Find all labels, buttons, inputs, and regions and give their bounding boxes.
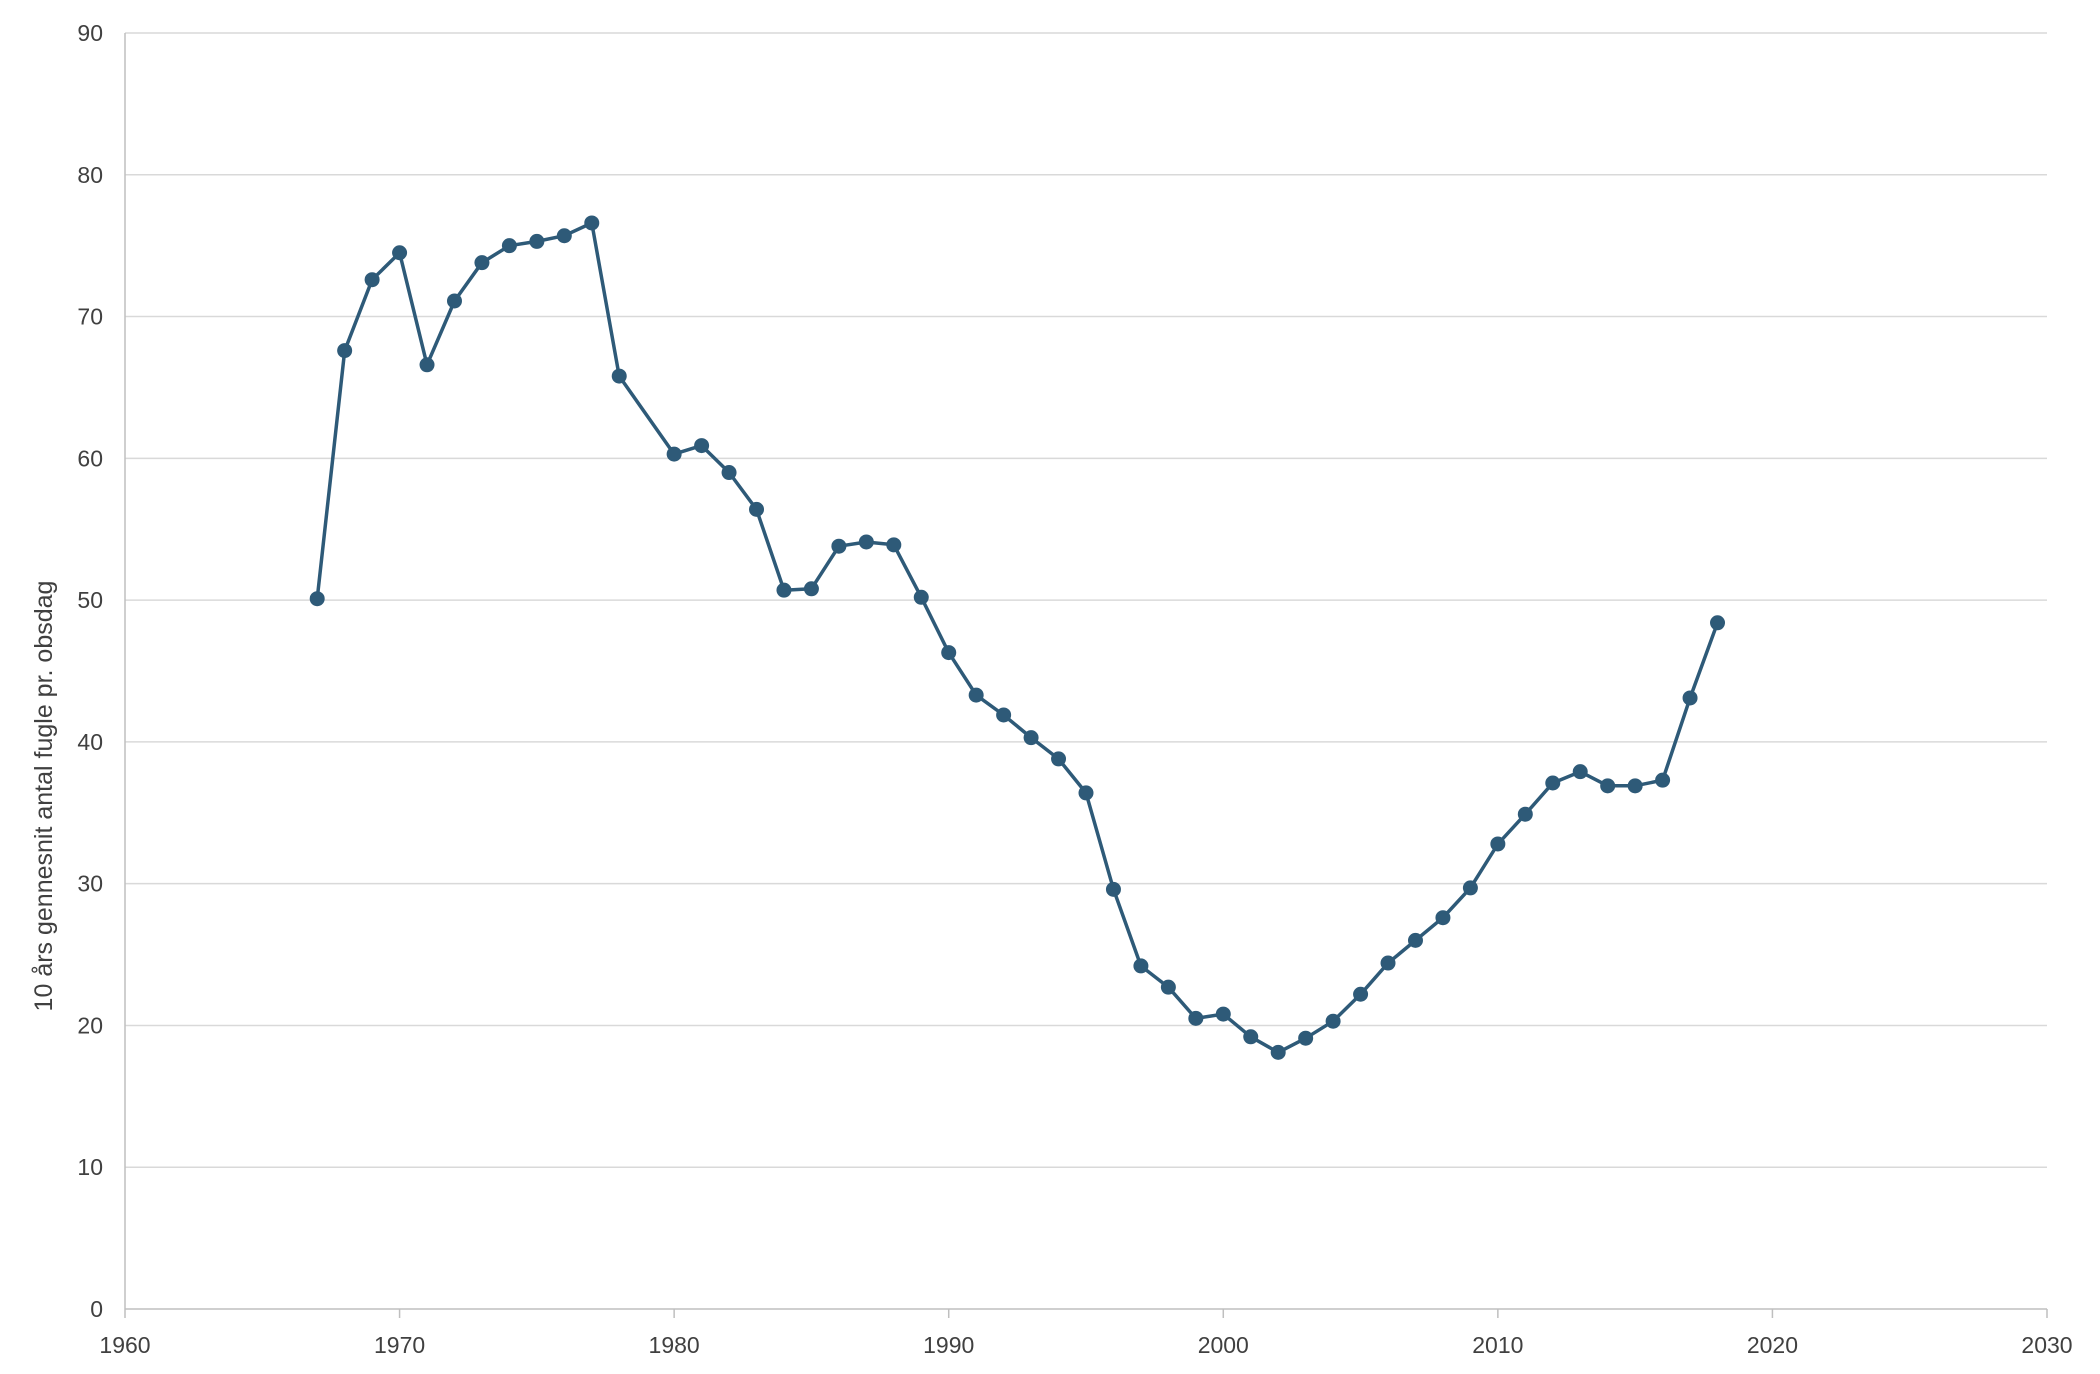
data-point (666, 446, 682, 462)
data-point (364, 272, 380, 288)
data-point (721, 465, 737, 481)
x-tick-label: 1990 (923, 1332, 974, 1358)
data-point (1325, 1013, 1341, 1029)
data-point (1160, 979, 1176, 995)
data-point (1655, 772, 1671, 788)
data-point (1051, 751, 1067, 767)
data-point (1710, 615, 1726, 631)
data-point (1353, 986, 1369, 1002)
data-point (1435, 910, 1451, 926)
data-point (337, 343, 353, 359)
data-point (1462, 880, 1478, 896)
x-tick-label: 2000 (1198, 1332, 1249, 1358)
data-point (1078, 785, 1094, 801)
data-point (501, 238, 517, 254)
x-tick-label: 2010 (1472, 1332, 1523, 1358)
x-tick-label: 1960 (99, 1332, 150, 1358)
data-point (611, 368, 627, 384)
data-point (886, 537, 902, 553)
y-tick-label: 60 (77, 445, 103, 471)
data-point (556, 228, 572, 244)
data-point (694, 438, 710, 454)
x-tick-label: 2020 (1747, 1332, 1798, 1358)
data-point (1215, 1006, 1231, 1022)
data-point (1133, 958, 1149, 974)
data-point (803, 581, 819, 597)
y-tick-label: 0 (90, 1296, 103, 1322)
data-point (1188, 1010, 1204, 1026)
x-tick-labels: 1960 1970 1980 1990 2000 2010 2020 2030 (99, 1332, 2072, 1358)
axes (124, 33, 2048, 1318)
data-series (309, 215, 1726, 1060)
data-point (831, 538, 847, 554)
y-tick-labels: 0 10 20 30 40 50 60 70 80 90 (77, 20, 103, 1322)
data-point (1380, 955, 1396, 971)
data-point (996, 707, 1012, 723)
data-point (913, 589, 929, 605)
data-point (1517, 806, 1533, 822)
y-tick-label: 40 (77, 729, 103, 755)
y-tick-label: 80 (77, 162, 103, 188)
data-point (749, 501, 765, 517)
data-point (392, 245, 408, 261)
data-point (446, 293, 462, 309)
y-tick-label: 30 (77, 871, 103, 897)
y-tick-label: 20 (77, 1012, 103, 1038)
data-point (1682, 690, 1698, 706)
data-point (1545, 775, 1561, 791)
y-tick-label: 10 (77, 1154, 103, 1180)
data-point (1298, 1030, 1314, 1046)
x-tick-label: 1980 (649, 1332, 700, 1358)
y-tick-label: 90 (77, 20, 103, 46)
series-line (315, 221, 1720, 1055)
data-point (1407, 932, 1423, 948)
data-point (474, 255, 490, 271)
data-point (1270, 1044, 1286, 1060)
data-point (1023, 730, 1039, 746)
data-point (1243, 1029, 1259, 1045)
data-point (1627, 778, 1643, 794)
data-point (309, 591, 325, 607)
y-axis-title: 10 års gennesnit antal fugle pr. obsdag (30, 581, 58, 1012)
y-tick-label: 70 (77, 304, 103, 330)
y-tick-label: 50 (77, 587, 103, 613)
data-point (529, 233, 545, 249)
gridlines (125, 32, 2047, 1168)
data-point (858, 534, 874, 550)
data-point (1105, 881, 1121, 897)
data-point (1572, 764, 1588, 780)
x-tick-label: 2030 (2021, 1332, 2072, 1358)
data-point (1490, 836, 1506, 852)
x-tick-label: 1970 (374, 1332, 425, 1358)
data-point (584, 215, 600, 231)
data-point (968, 687, 984, 703)
data-point (941, 645, 957, 661)
data-point (419, 357, 435, 373)
data-point (1600, 778, 1616, 794)
data-point (776, 582, 792, 598)
